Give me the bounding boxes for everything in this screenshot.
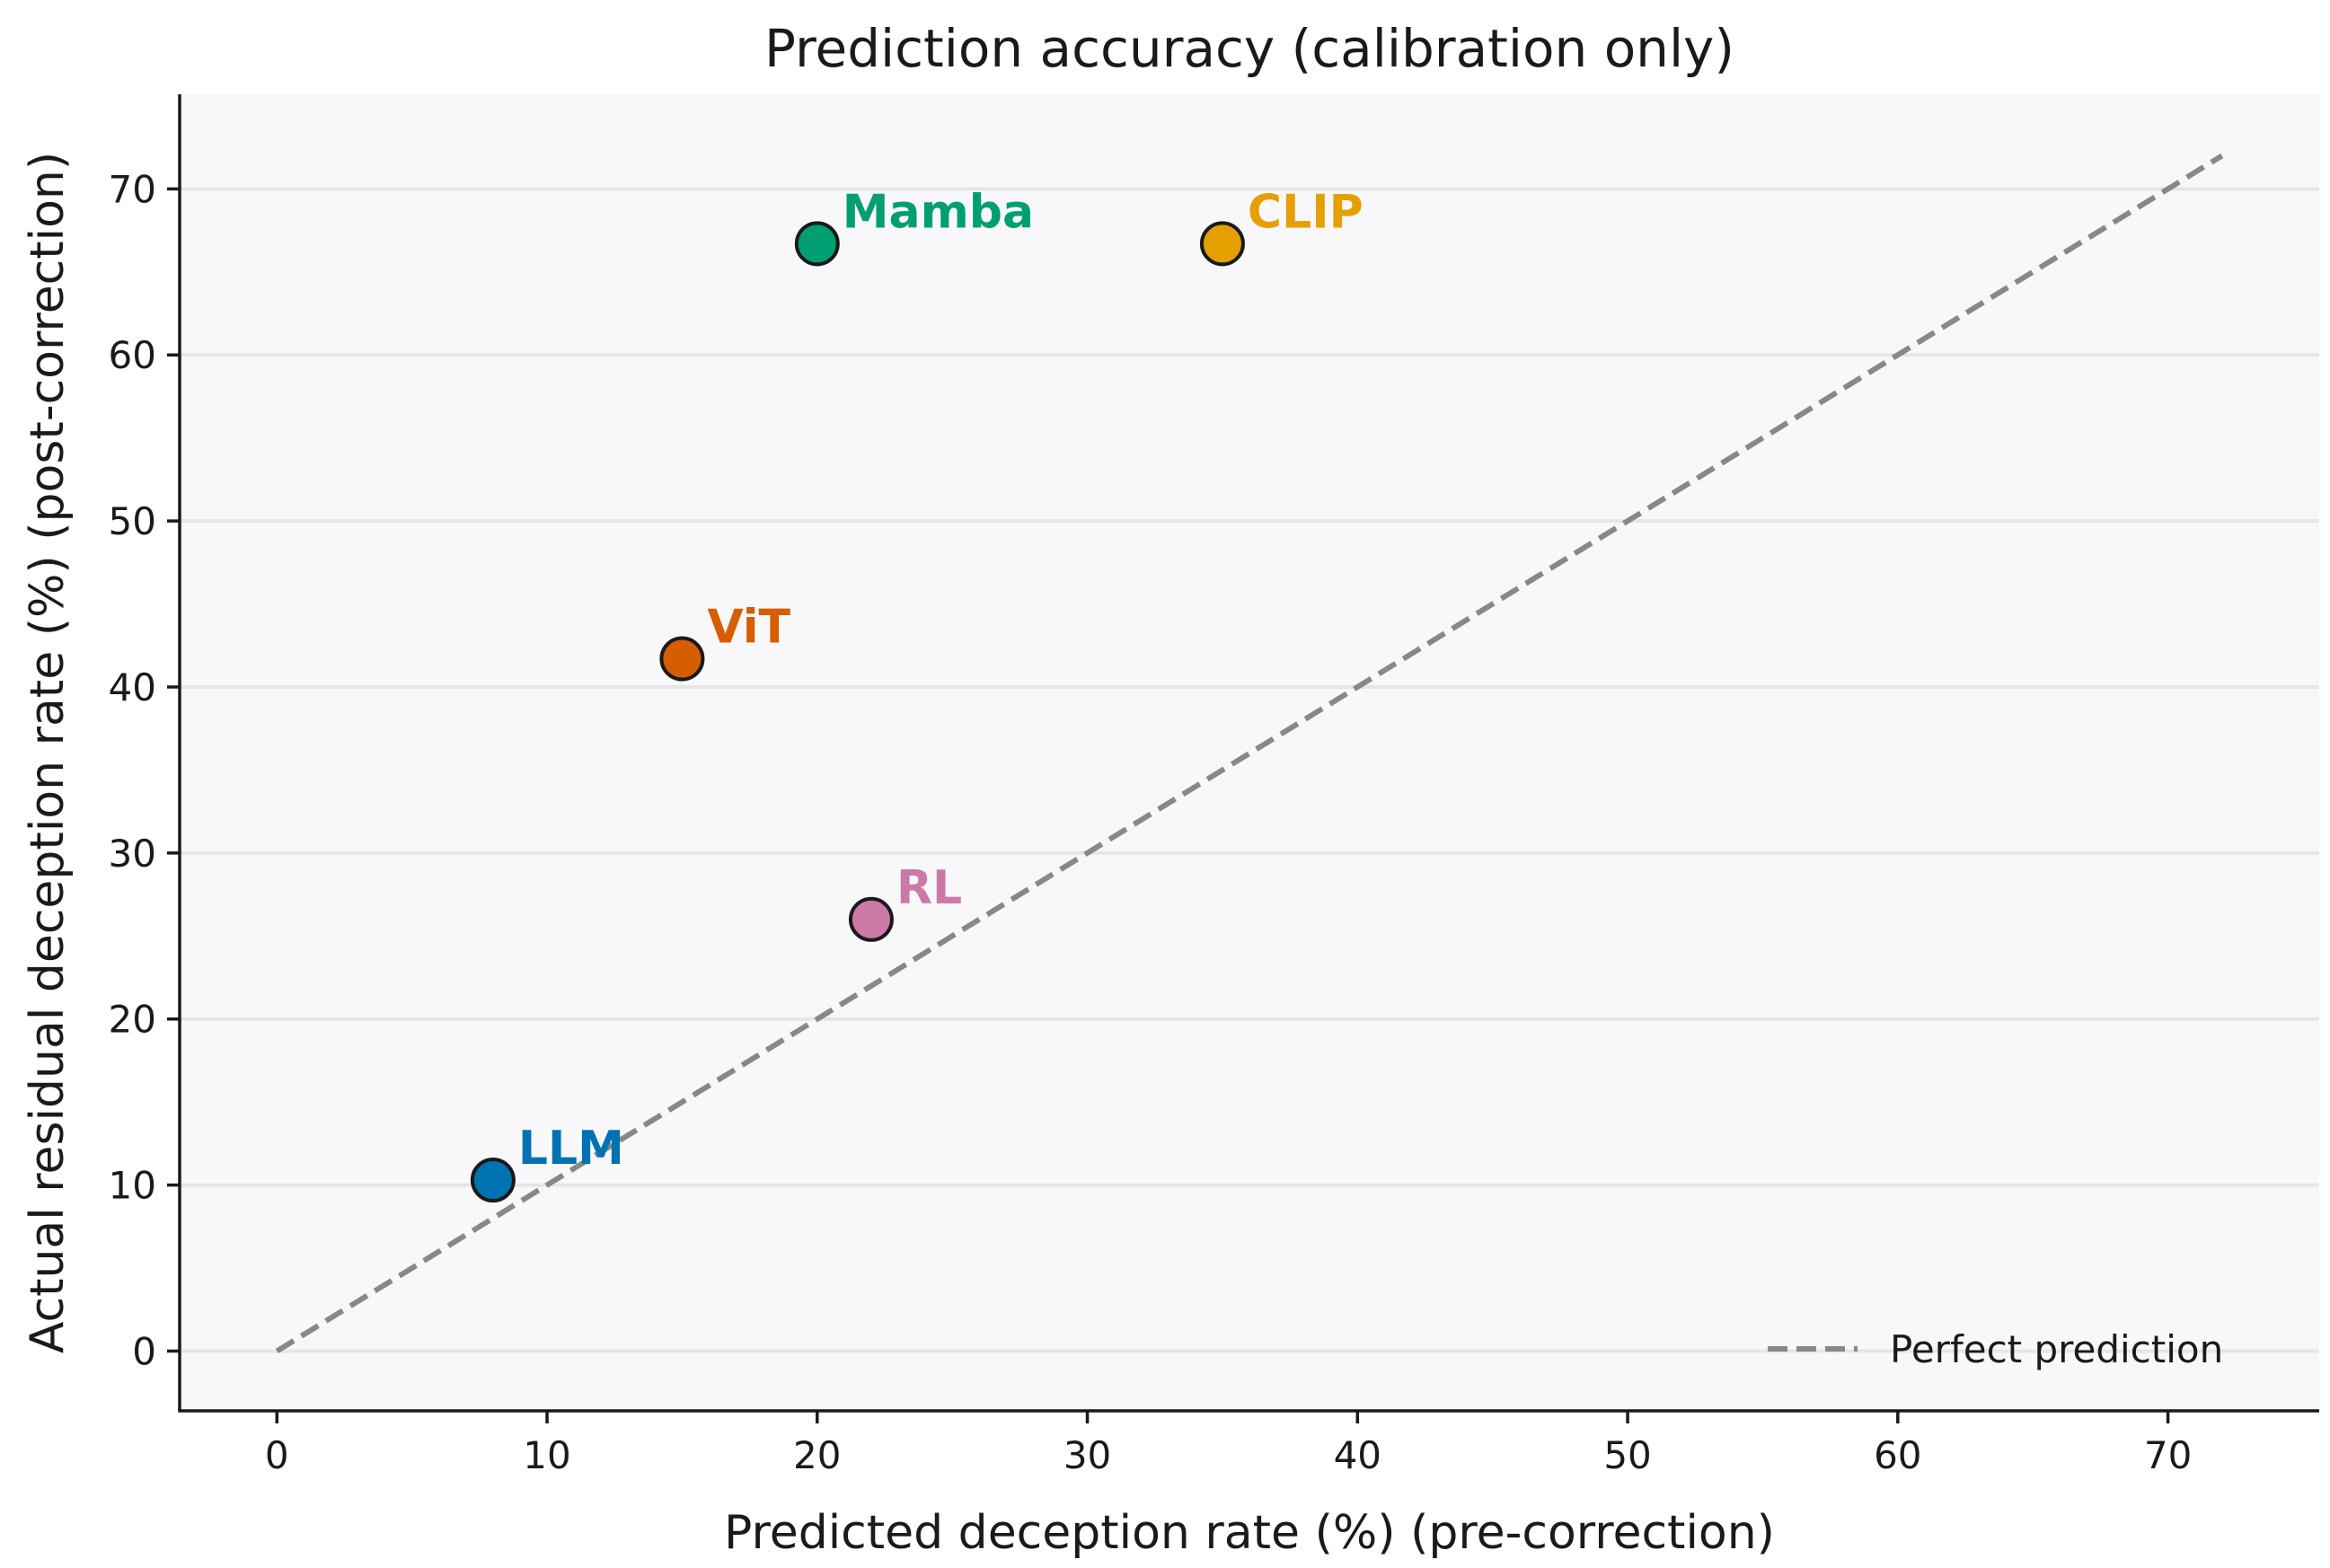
x-tick-label: 30	[1064, 1433, 1111, 1477]
y-tick-label: 0	[132, 1329, 156, 1373]
point-mamba	[794, 221, 840, 267]
x-tick-label: 0	[265, 1433, 289, 1477]
x-tick-label: 20	[793, 1433, 841, 1477]
x-tick-label: 10	[523, 1433, 570, 1477]
x-tick-label: 50	[1603, 1433, 1651, 1477]
point-label-clip: CLIP	[1248, 185, 1364, 239]
y-axis-title: Actual residual deception rate (%) (post…	[21, 152, 75, 1353]
point-rl	[848, 896, 894, 942]
axis-ticks: 0 10 20 30 40 50 60 70 0 10 20 30 40 50 60 70	[109, 167, 2193, 1477]
y-tick-label: 20	[109, 998, 156, 1042]
point-label-vit: ViT	[707, 601, 790, 655]
legend: Perfect prediction	[1768, 1327, 2223, 1371]
y-tick-label: 30	[109, 832, 156, 876]
x-tick-label: 70	[2144, 1433, 2192, 1477]
point-vit	[659, 636, 705, 682]
legend-label: Perfect prediction	[1890, 1327, 2223, 1371]
point-label-rl: RL	[896, 861, 962, 915]
chart-title: Prediction accuracy (calibration only)	[764, 18, 1734, 79]
reference-line-group	[275, 153, 2224, 1354]
point-clip	[1199, 221, 1245, 267]
x-axis-title: Predicted deception rate (%) (pre-correc…	[724, 1506, 1775, 1560]
gridlines	[180, 187, 2319, 1353]
y-tick-label: 50	[109, 499, 156, 543]
point-label-llm: LLM	[518, 1122, 624, 1176]
y-tick-label: 40	[109, 665, 156, 709]
y-tick-label: 70	[109, 167, 156, 211]
data-points: LLM ViT Mamba RL CLIP	[470, 185, 1364, 1203]
point-label-mamba: Mamba	[843, 185, 1034, 239]
perfect-prediction-line	[275, 153, 2224, 1354]
y-tick-label: 10	[109, 1164, 156, 1208]
x-tick-label: 40	[1334, 1433, 1381, 1477]
y-tick-label: 60	[109, 333, 156, 377]
point-llm	[470, 1158, 516, 1203]
x-tick-label: 60	[1874, 1433, 1921, 1477]
